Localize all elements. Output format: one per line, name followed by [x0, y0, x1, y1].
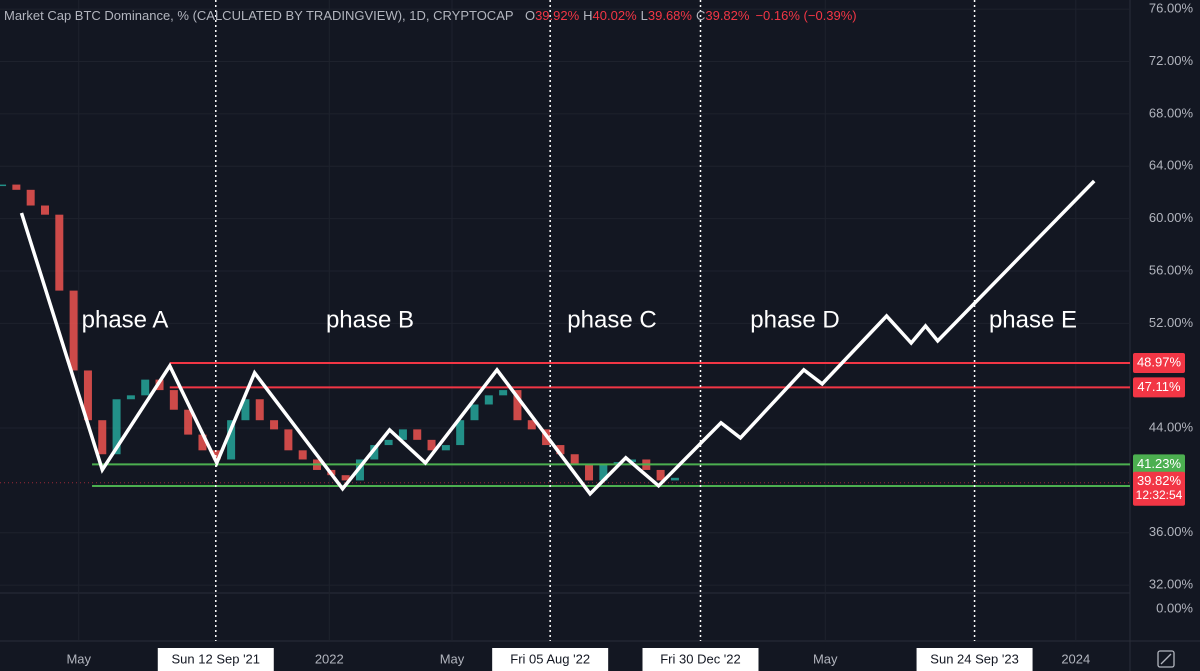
candle [499, 390, 508, 396]
y-tick-label: 60.00% [1149, 210, 1194, 225]
level-label-box [1133, 377, 1185, 398]
candle [40, 205, 49, 215]
x-tick-label: 2024 [1061, 651, 1090, 666]
zigzag-line [19, 179, 1096, 497]
phase-label: phase D [750, 306, 839, 333]
settings-icon[interactable] [1157, 650, 1175, 668]
candle [384, 439, 393, 446]
candle [585, 464, 594, 481]
candle [212, 450, 221, 460]
phase-label: phase B [326, 306, 414, 333]
ohlc-key: O [525, 8, 535, 23]
marker-label: Fri 30 Dec '22 [660, 651, 741, 666]
ohlc-value: 40.02% [593, 8, 638, 23]
candle [126, 395, 135, 400]
candle [12, 184, 21, 190]
candle [298, 450, 307, 460]
candle [656, 469, 665, 481]
marker-label: Fri 05 Aug '22 [510, 651, 590, 666]
candle [513, 390, 522, 421]
candle [556, 445, 565, 455]
y-tick-label: 44.00% [1149, 419, 1194, 434]
ohlc-key: C [696, 8, 705, 23]
x-tick-label: May [66, 651, 91, 666]
candle [441, 445, 450, 451]
level-label-box [1133, 454, 1185, 475]
marker-label-box [492, 648, 609, 671]
marker-label-box [157, 648, 274, 671]
candle [456, 420, 465, 446]
candle [370, 445, 379, 460]
last-price-box [1133, 471, 1185, 506]
marker-label-box [916, 648, 1033, 671]
candle [83, 370, 92, 421]
candle [141, 379, 150, 396]
header: Market Cap BTC Dominance, % (CALCULATED … [4, 8, 857, 23]
y-tick-label: 0.00% [1156, 600, 1193, 615]
candle [599, 464, 608, 481]
candle [470, 404, 479, 421]
candle [69, 290, 78, 371]
ohlc-key: H [583, 8, 592, 23]
candle [341, 475, 350, 481]
ohlc-value: 39.92% [535, 8, 580, 23]
candle [112, 399, 121, 455]
candle [98, 420, 107, 455]
y-tick-label: 56.00% [1149, 262, 1194, 277]
level-label: 47.11% [1137, 379, 1181, 394]
title: Market Cap BTC Dominance, % (CALCULATED … [4, 8, 513, 23]
marker-label: Sun 12 Sep '21 [172, 651, 261, 666]
candle [169, 390, 178, 410]
candle [484, 395, 493, 405]
marker-lines [215, 0, 976, 641]
x-tick-label: 2022 [315, 651, 344, 666]
candle [427, 439, 436, 451]
candle [184, 409, 193, 435]
candle [26, 189, 35, 206]
ohlc-value: 39.82% [705, 8, 750, 23]
change: −0.16% (−0.39%) [755, 8, 856, 23]
candle [527, 420, 536, 430]
candle [227, 420, 236, 460]
ohlc-key: L [641, 8, 648, 23]
candle [255, 399, 264, 421]
y-tick-label: 72.00% [1149, 53, 1194, 68]
marker-label: Sun 24 Sep '23 [930, 651, 1019, 666]
x-tick-label: May [813, 651, 838, 666]
ohlc-value: 39.68% [648, 8, 693, 23]
y-tick-label: 64.00% [1149, 158, 1194, 173]
candle [0, 184, 7, 187]
level-label: 41.23% [1137, 456, 1182, 471]
y-tick-label: 76.00% [1149, 1, 1194, 16]
y-tick-label: 36.00% [1149, 524, 1194, 539]
y-tick-label: 32.00% [1149, 577, 1194, 592]
axes: 76.00% 72.00% 68.00% 64.00% 60.00% 56.00% 52.0… [66, 1, 1193, 671]
x-tick-label: May [440, 651, 465, 666]
phase-label: phase C [567, 306, 656, 333]
level-label: 48.97% [1137, 354, 1182, 369]
level-label-box [1133, 352, 1185, 373]
levels [0, 361, 1130, 488]
y-tick-label: 68.00% [1149, 105, 1194, 120]
candle [241, 399, 250, 421]
candle [284, 429, 293, 451]
candle [398, 429, 407, 440]
candle [670, 477, 679, 481]
countdown: 12:32:54 [1136, 488, 1183, 502]
marker-label-box [642, 648, 759, 671]
last-price-label: 39.82% [1137, 473, 1182, 488]
candle [270, 420, 279, 430]
candle [413, 429, 422, 440]
candle [198, 434, 207, 451]
y-tick-label: 52.00% [1149, 315, 1194, 330]
phase-label: phase A [82, 306, 169, 333]
drawing [19, 179, 1096, 497]
phase-label: phase E [989, 306, 1077, 333]
candle [570, 454, 579, 465]
candle [55, 214, 64, 291]
candle [355, 459, 364, 481]
